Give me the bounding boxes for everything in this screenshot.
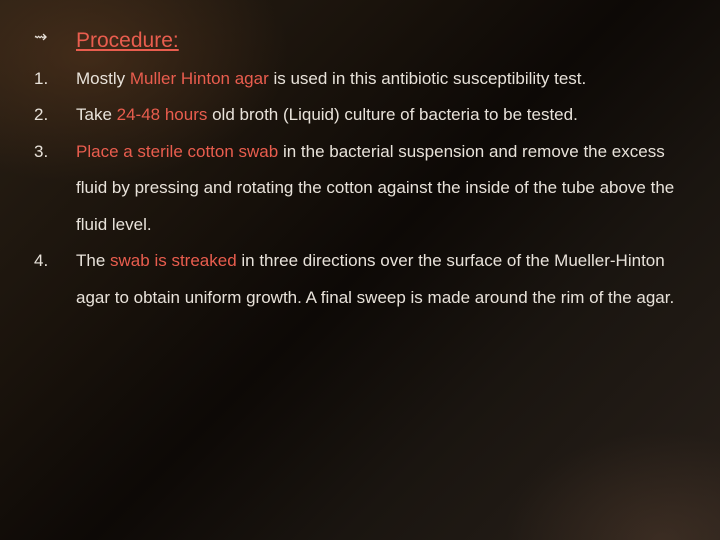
slide-title: Procedure: xyxy=(76,29,179,52)
highlight-text: swab is streaked xyxy=(110,251,237,270)
list-item: 1. Mostly Muller Hinton agar is used in … xyxy=(34,61,682,98)
list-item: 3. Place a sterile cotton swab in the ba… xyxy=(34,134,682,244)
list-item: 4. The swab is streaked in three directi… xyxy=(34,243,682,316)
list-item: 2. Take 24-48 hours old broth (Liquid) c… xyxy=(34,97,682,134)
slide: ⇝ Procedure: 1. Mostly Muller Hinton aga… xyxy=(0,0,720,540)
item-number: 1. xyxy=(34,61,76,98)
item-text: Place a sterile cotton swab in the bacte… xyxy=(76,134,682,244)
item-number: 4. xyxy=(34,243,76,316)
highlight-text: Muller Hinton agar xyxy=(130,69,269,88)
item-text: The swab is streaked in three directions… xyxy=(76,243,682,316)
item-text: Take 24-48 hours old broth (Liquid) cult… xyxy=(76,97,682,134)
item-number: 2. xyxy=(34,97,76,134)
title-row: ⇝ Procedure: xyxy=(34,24,682,61)
item-text: Mostly Muller Hinton agar is used in thi… xyxy=(76,61,682,98)
highlight-text: Place a sterile cotton swab xyxy=(76,142,278,161)
highlight-text: 24-48 hours xyxy=(117,105,208,124)
title-bullet-icon: ⇝ xyxy=(34,24,76,61)
item-number: 3. xyxy=(34,134,76,244)
